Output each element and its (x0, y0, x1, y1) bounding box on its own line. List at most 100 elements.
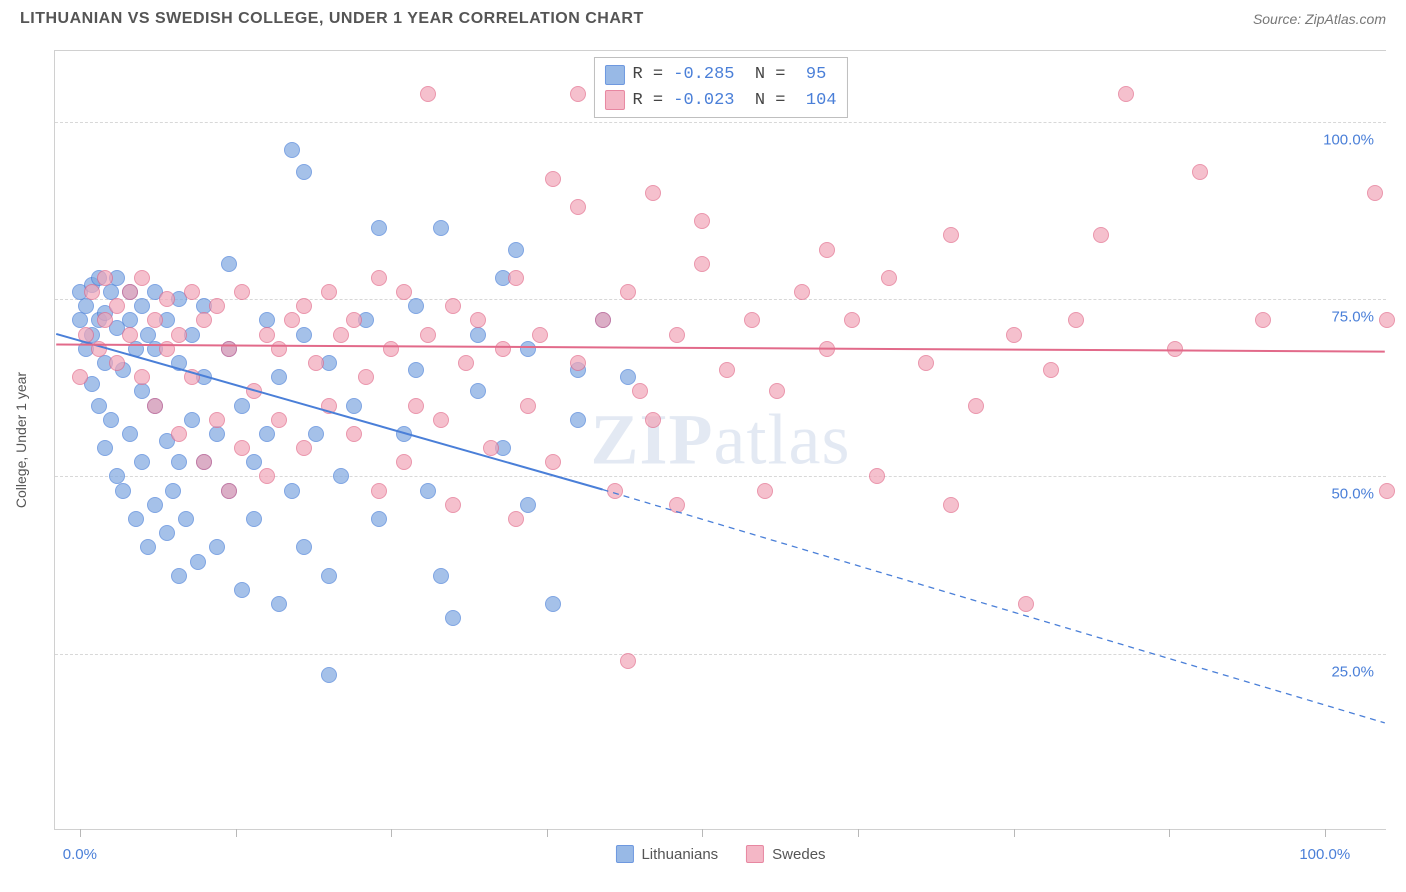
series-legend: Lithuanians Swedes (615, 845, 825, 863)
data-point (308, 426, 324, 442)
data-point (1167, 341, 1183, 357)
data-point (458, 355, 474, 371)
data-point (321, 667, 337, 683)
data-point (483, 440, 499, 456)
data-point (134, 383, 150, 399)
x-tick (1169, 829, 1170, 837)
data-point (620, 653, 636, 669)
data-point (91, 341, 107, 357)
data-point (128, 511, 144, 527)
data-point (844, 312, 860, 328)
data-point (109, 298, 125, 314)
data-point (140, 539, 156, 555)
data-point (383, 341, 399, 357)
data-point (271, 412, 287, 428)
data-point (607, 483, 623, 499)
data-point (420, 86, 436, 102)
data-point (321, 284, 337, 300)
data-point (371, 483, 387, 499)
data-point (171, 454, 187, 470)
data-point (371, 511, 387, 527)
data-point (209, 426, 225, 442)
x-tick (547, 829, 548, 837)
data-point (171, 355, 187, 371)
data-point (532, 327, 548, 343)
data-point (171, 426, 187, 442)
data-point (296, 539, 312, 555)
data-point (190, 554, 206, 570)
data-point (296, 164, 312, 180)
data-point (122, 426, 138, 442)
legend-label: Lithuanians (641, 846, 718, 863)
data-point (520, 341, 536, 357)
data-point (719, 362, 735, 378)
data-point (159, 291, 175, 307)
data-point (645, 185, 661, 201)
series-swatch (604, 65, 624, 85)
data-point (943, 227, 959, 243)
data-point (308, 355, 324, 371)
data-point (165, 483, 181, 499)
data-point (470, 312, 486, 328)
data-point (184, 412, 200, 428)
legend-swatch (746, 845, 764, 863)
x-tick (236, 829, 237, 837)
data-point (221, 256, 237, 272)
data-point (134, 369, 150, 385)
data-point (1043, 362, 1059, 378)
data-point (84, 284, 100, 300)
data-point (122, 327, 138, 343)
data-point (159, 525, 175, 541)
data-point (694, 213, 710, 229)
data-point (1018, 596, 1034, 612)
data-point (1068, 312, 1084, 328)
data-point (1118, 86, 1134, 102)
data-point (744, 312, 760, 328)
data-point (570, 355, 586, 371)
data-point (221, 341, 237, 357)
data-point (420, 483, 436, 499)
data-point (147, 398, 163, 414)
data-point (234, 284, 250, 300)
data-point (396, 454, 412, 470)
data-point (1379, 483, 1395, 499)
data-point (234, 440, 250, 456)
data-point (545, 596, 561, 612)
x-tick (1014, 829, 1015, 837)
data-point (968, 398, 984, 414)
data-point (545, 454, 561, 470)
legend-item[interactable]: Lithuanians (615, 845, 718, 863)
data-point (1379, 312, 1395, 328)
data-point (128, 341, 144, 357)
data-point (271, 341, 287, 357)
data-point (284, 483, 300, 499)
data-point (78, 327, 94, 343)
data-point (943, 497, 959, 513)
data-point (171, 327, 187, 343)
data-point (97, 270, 113, 286)
data-point (757, 483, 773, 499)
data-point (271, 369, 287, 385)
legend-swatch (615, 845, 633, 863)
data-point (508, 270, 524, 286)
x-tick (391, 829, 392, 837)
data-point (333, 468, 349, 484)
data-point (881, 270, 897, 286)
data-point (869, 468, 885, 484)
stats-text: R = -0.285 N = 95 (632, 62, 826, 88)
data-point (184, 369, 200, 385)
data-point (371, 220, 387, 236)
data-point (115, 483, 131, 499)
data-point (196, 312, 212, 328)
legend-item[interactable]: Swedes (746, 845, 825, 863)
scatter-plot-area: ZIPatlas 25.0%50.0%75.0%100.0% R = -0.28… (54, 50, 1386, 830)
data-point (259, 327, 275, 343)
data-point (259, 468, 275, 484)
correlation-stats-box: R = -0.285 N = 95R = -0.023 N = 104 (593, 57, 847, 118)
data-point (296, 298, 312, 314)
source-attribution: Source: ZipAtlas.com (1253, 11, 1386, 27)
data-point (97, 440, 113, 456)
stats-text: R = -0.023 N = 104 (632, 88, 836, 114)
x-tick (80, 829, 81, 837)
data-point (396, 284, 412, 300)
